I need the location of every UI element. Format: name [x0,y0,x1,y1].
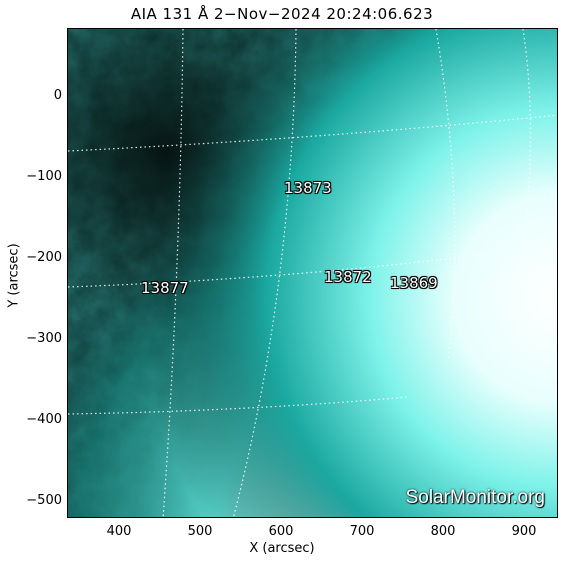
x-axis-title: X (arcsec) [249,541,315,556]
y-tick-label: −100 [26,169,62,184]
watermark: SolarMonitor.org [405,487,545,508]
x-tick-label: 800 [430,524,456,539]
x-tick-label: 500 [187,524,213,539]
x-tick-label: 900 [511,524,537,539]
y-tick-label: −400 [26,412,62,427]
active-region-label: 13877 [141,279,189,297]
x-tick-label: 400 [106,524,132,539]
y-tick-label: 0 [53,88,62,103]
y-axis-title: Y (arcsec) [6,243,22,308]
image-title: AIA 131 Å 2−Nov−2024 20:24:06.623 [130,5,434,23]
solar-image-panel: 13873 13872 13869 13877 SolarMonitor.org [67,28,558,518]
active-region-label: 13872 [324,268,372,286]
y-tick-label: −300 [26,331,62,346]
x-tick-label: 600 [268,524,294,539]
active-region-label: 13869 [390,274,438,292]
y-tick-label: −500 [26,493,62,508]
y-tick-label: −200 [26,250,62,265]
active-region-label: 13873 [284,179,332,197]
coordinate-grid [68,29,557,517]
x-tick-label: 700 [349,524,375,539]
solar-image [68,29,557,517]
